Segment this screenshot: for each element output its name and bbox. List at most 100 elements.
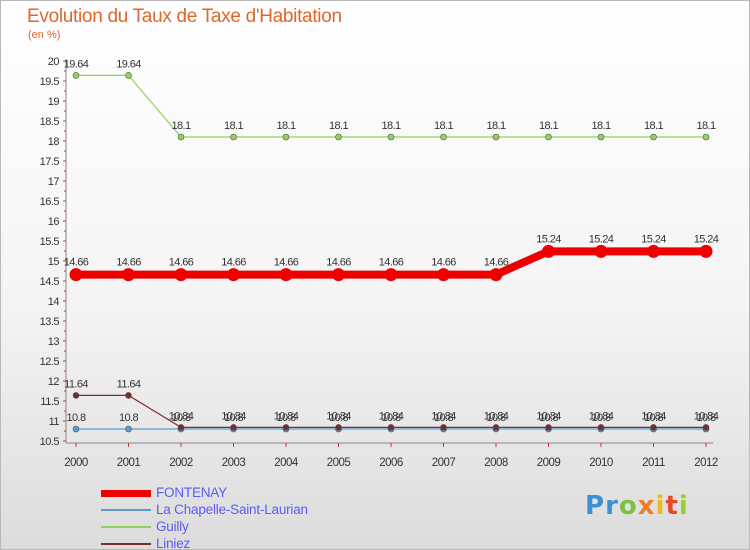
data-point [335, 133, 342, 141]
y-tick-label: 11.5 [40, 396, 59, 408]
x-tick-label: 2007 [432, 457, 456, 469]
y-tick-label: 15.5 [40, 236, 60, 248]
logo-letter: x [637, 491, 656, 521]
data-point [282, 133, 290, 141]
data-label: 11.64 [64, 378, 88, 390]
data-label: 10.8 [486, 412, 505, 424]
data-point [72, 72, 80, 79]
data-point [489, 268, 503, 282]
y-tick-label: 11 [49, 416, 60, 428]
data-point [699, 244, 713, 258]
y-tick-label: 16.5 [40, 196, 60, 208]
data-label: 10.8 [276, 412, 295, 424]
legend-label: FONTENAY [156, 485, 227, 500]
data-point [335, 424, 342, 431]
logo-letter: r [605, 491, 619, 521]
x-tick-label: 2001 [117, 457, 141, 469]
data-point [597, 133, 605, 141]
data-label: 18.1 [434, 120, 453, 132]
legend-label: Liniez [156, 536, 191, 550]
legend-swatch [101, 543, 151, 545]
data-label: 10.84 [221, 410, 246, 422]
data-point [125, 72, 132, 79]
data-point [384, 268, 398, 282]
legend-label: La Chapelle-Saint-Laurian [156, 502, 308, 517]
data-label: 15.24 [536, 233, 561, 245]
data-label: 10.8 [171, 412, 190, 424]
x-tick-label: 2002 [169, 457, 193, 469]
logo-letter: P [585, 491, 606, 521]
x-tick-label: 2009 [537, 457, 561, 469]
data-label: 10.84 [589, 410, 614, 422]
data-label: 18.1 [171, 120, 190, 132]
y-tick-label: 20 [48, 56, 60, 68]
x-tick-label: 2011 [642, 457, 665, 469]
logo-letter: t [665, 491, 679, 521]
data-label: 10.8 [644, 412, 663, 424]
chart-subtitle: (en %) [28, 29, 61, 41]
data-point [279, 268, 293, 282]
data-label: 18.1 [381, 120, 400, 132]
data-label: 19.64 [116, 58, 141, 70]
proxiti-logo: Proxiti [585, 491, 689, 521]
data-point [647, 244, 660, 258]
logo-letter: i [655, 491, 666, 521]
data-point [125, 392, 132, 399]
data-label: 10.8 [591, 412, 610, 424]
data-point [597, 424, 605, 431]
y-tick-label: 12.5 [40, 356, 60, 368]
data-label: 18.1 [696, 120, 715, 132]
data-label: 15.24 [694, 233, 719, 245]
y-tick-label: 19 [48, 96, 60, 108]
data-label: 10.8 [329, 412, 348, 424]
data-label: 11.64 [117, 378, 141, 390]
y-tick-label: 10.5 [40, 436, 60, 448]
data-label: 14.66 [326, 257, 351, 269]
x-tick-label: 2003 [222, 457, 246, 469]
data-point [650, 133, 657, 141]
data-label: 10.8 [696, 412, 715, 424]
data-point [72, 392, 80, 399]
data-label: 10.84 [326, 410, 351, 422]
legend-swatch [101, 489, 151, 497]
data-label: 10.8 [539, 412, 558, 424]
data-label: 18.1 [539, 120, 558, 132]
data-point [69, 268, 83, 282]
legend-label: Guilly [156, 519, 189, 534]
x-tick-label: 2004 [274, 457, 299, 469]
y-tick-label: 18.5 [40, 116, 60, 128]
data-label: 14.66 [379, 257, 404, 269]
data-label: 14.66 [116, 257, 141, 269]
data-label: 10.8 [66, 412, 85, 424]
y-tick-label: 16 [48, 216, 60, 228]
data-point [230, 133, 237, 141]
data-point [174, 268, 188, 282]
data-point [177, 133, 185, 141]
data-label: 10.84 [484, 410, 509, 422]
data-label: 10.8 [381, 412, 400, 424]
data-label: 14.66 [484, 257, 509, 269]
data-label: 14.66 [64, 257, 89, 269]
y-tick-label: 19.5 [40, 76, 60, 88]
data-label: 18.1 [276, 120, 295, 132]
y-tick-label: 13.5 [40, 316, 60, 328]
data-label: 15.24 [589, 233, 614, 245]
y-tick-label: 12 [48, 376, 60, 388]
y-tick-label: 14.5 [40, 276, 60, 288]
legend-swatch [101, 526, 151, 528]
x-tick-label: 2012 [694, 457, 718, 469]
data-label: 14.66 [221, 257, 246, 269]
data-label: 10.84 [431, 410, 456, 422]
data-point [492, 424, 500, 431]
data-label: 10.84 [274, 410, 299, 422]
data-label: 10.8 [119, 412, 138, 424]
data-point [177, 424, 185, 431]
data-point [542, 244, 555, 258]
data-point [282, 424, 290, 431]
data-point [702, 133, 710, 141]
data-point [440, 424, 447, 431]
data-label: 10.84 [536, 410, 561, 422]
y-tick-label: 18 [48, 136, 60, 148]
y-tick-label: 17 [48, 176, 60, 188]
